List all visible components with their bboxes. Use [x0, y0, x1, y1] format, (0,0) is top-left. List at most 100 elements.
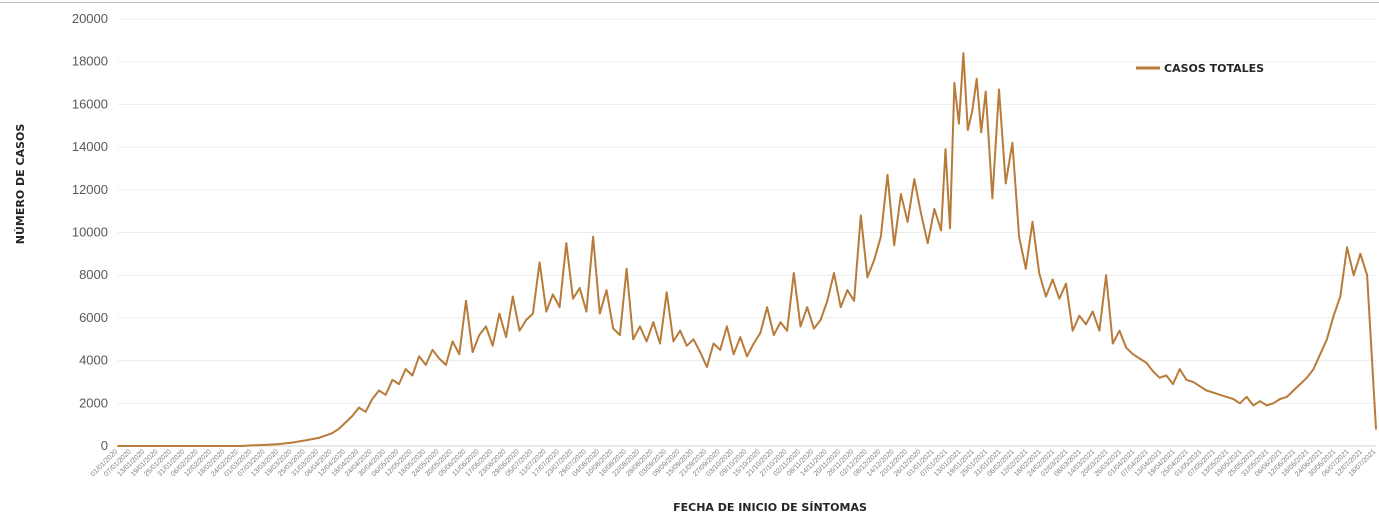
data-point — [1239, 402, 1241, 405]
data-point — [357, 406, 360, 409]
data-point — [117, 445, 119, 447]
y-tick-label: 18000 — [72, 54, 108, 69]
data-point — [1375, 428, 1377, 430]
data-point — [732, 353, 735, 356]
data-point — [913, 178, 916, 181]
data-point — [525, 319, 528, 321]
data-point — [1051, 278, 1054, 281]
data-point — [806, 306, 809, 309]
data-point — [966, 129, 969, 131]
data-point — [705, 366, 708, 368]
data-point — [752, 342, 755, 345]
data-point — [438, 357, 441, 360]
data-point — [518, 329, 521, 332]
data-point — [598, 312, 601, 315]
data-point — [1111, 342, 1114, 345]
data-point — [424, 363, 427, 366]
data-point — [1245, 395, 1248, 398]
data-point — [351, 415, 354, 418]
data-point — [991, 197, 994, 200]
data-point — [799, 325, 802, 328]
data-point — [645, 340, 648, 343]
data-point — [766, 306, 768, 309]
data-point — [940, 229, 942, 232]
data-point — [498, 312, 501, 315]
data-point — [1152, 370, 1154, 373]
data-point — [478, 334, 481, 336]
data-point — [957, 122, 960, 125]
data-point — [1065, 282, 1067, 285]
data-point — [879, 235, 882, 238]
data-point — [652, 321, 655, 324]
data-point — [618, 334, 621, 336]
data-point — [699, 351, 702, 353]
data-point — [605, 289, 608, 292]
data-point — [786, 329, 789, 332]
data-point — [1031, 220, 1034, 223]
data-point — [277, 443, 280, 445]
data-point — [552, 293, 554, 296]
series-line-casos-totales — [118, 52, 1377, 447]
data-point — [873, 259, 876, 262]
data-point — [1038, 272, 1041, 274]
data-point — [378, 389, 380, 392]
data-point — [1098, 329, 1101, 332]
data-point — [186, 445, 189, 447]
data-point — [1131, 353, 1134, 356]
data-point — [1225, 395, 1228, 398]
data-point — [572, 297, 574, 300]
data-point — [1292, 389, 1295, 392]
data-point — [451, 340, 454, 343]
top-border-line — [0, 2, 1379, 3]
data-point — [944, 148, 947, 151]
data-point — [679, 329, 681, 332]
data-point — [404, 368, 407, 371]
data-point — [886, 173, 889, 176]
data-point — [1024, 267, 1027, 270]
data-point — [672, 340, 675, 343]
data-point — [906, 220, 909, 223]
series-layer — [117, 52, 1377, 447]
y-axis-title: NÚMERO DE CASOS — [14, 124, 27, 245]
data-point — [1118, 329, 1121, 332]
data-point — [1198, 385, 1201, 388]
data-point — [1319, 353, 1322, 356]
y-tick-label: 20000 — [72, 11, 108, 26]
data-point — [592, 235, 594, 238]
data-point — [1078, 314, 1081, 317]
data-point — [900, 193, 902, 195]
data-point — [1265, 404, 1268, 407]
data-point — [391, 378, 394, 381]
data-point — [893, 244, 896, 247]
x-tick-labels: 01/01/202007/01/202013/01/202019/01/2020… — [90, 448, 1378, 478]
data-point — [471, 351, 474, 353]
data-point — [962, 52, 965, 55]
data-point — [565, 242, 568, 245]
data-point — [826, 299, 829, 302]
data-point — [384, 393, 387, 396]
data-point — [431, 349, 434, 351]
data-point — [779, 321, 782, 324]
data-point — [344, 421, 347, 424]
data-point — [291, 441, 293, 444]
legend[interactable]: CASOS TOTALES — [1136, 62, 1264, 75]
data-point — [411, 374, 414, 377]
data-point — [511, 295, 514, 298]
data-point — [264, 444, 267, 446]
data-point — [920, 212, 922, 215]
data-point — [1232, 398, 1235, 400]
data-point — [971, 109, 974, 112]
data-point — [625, 267, 628, 270]
y-tick-label: 2000 — [79, 395, 108, 410]
data-point — [1004, 182, 1007, 185]
data-point — [819, 319, 822, 321]
data-point — [1125, 346, 1128, 349]
y-tick-label: 8000 — [79, 267, 108, 282]
data-point — [1044, 295, 1047, 298]
data-point — [1218, 393, 1221, 396]
data-point — [1165, 374, 1168, 377]
data-point — [984, 90, 987, 93]
x-axis-title: FECHA DE INICIO DE SÍNTOMAS — [673, 501, 867, 514]
